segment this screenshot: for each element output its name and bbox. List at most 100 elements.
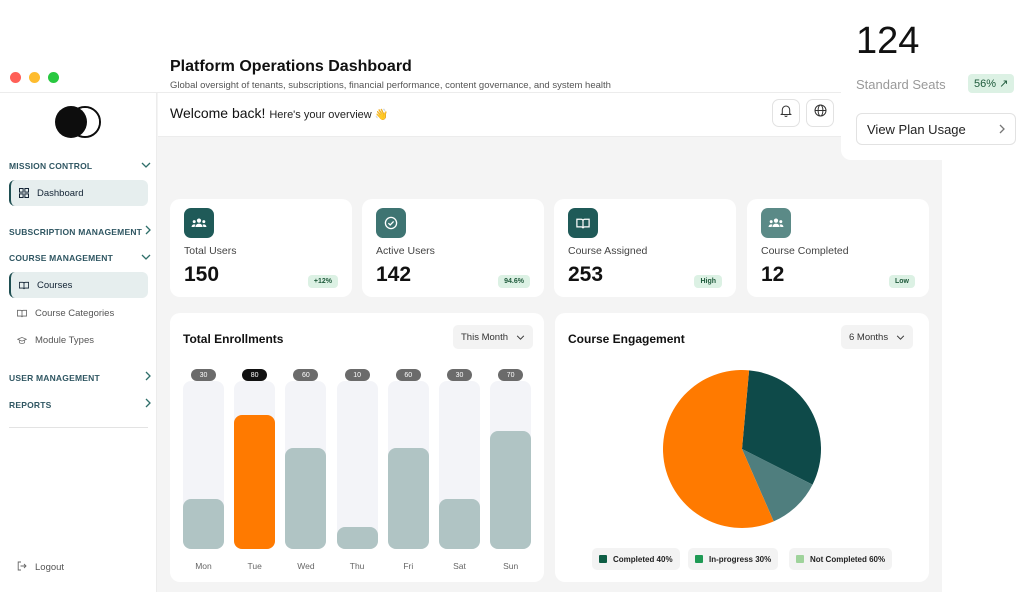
stat-value: 253 xyxy=(568,263,604,286)
minimize-window-button[interactable] xyxy=(29,72,40,83)
view-plan-usage-button[interactable]: View Plan Usage xyxy=(856,113,1016,145)
maximize-window-button[interactable] xyxy=(48,72,59,83)
stat-label: Total Users xyxy=(184,245,237,257)
engagement-pie-chart xyxy=(663,370,821,528)
chevron-down-icon xyxy=(141,160,151,171)
notifications-button[interactable] xyxy=(772,99,800,127)
chevron-right-icon xyxy=(145,371,151,384)
sidebar-section-subscription-management[interactable]: SUBSCRIPTION MANAGEMENT xyxy=(9,225,151,238)
bar-value-label: 30 xyxy=(447,369,472,381)
stat-badge: +12% xyxy=(307,275,338,288)
stat-value: 12 xyxy=(761,263,785,286)
close-window-button[interactable] xyxy=(10,72,21,83)
pie-slice-in-progress[interactable] xyxy=(742,449,813,522)
legend-item-completed: Completed 40% xyxy=(592,548,680,570)
bar-day-label: Mon xyxy=(195,561,212,571)
logo xyxy=(55,106,103,138)
stat-value: 150 xyxy=(184,263,220,286)
bar-value-label: 60 xyxy=(293,369,319,381)
language-button[interactable] xyxy=(806,99,834,127)
window-controls xyxy=(10,72,59,83)
sidebar-section-user-management[interactable]: USER MANAGEMENT xyxy=(9,371,151,384)
graduation-cap-icon xyxy=(17,335,27,345)
bar-day-label: Fri xyxy=(403,561,414,571)
chevron-right-icon xyxy=(145,225,151,238)
sidebar-section-reports[interactable]: REPORTS xyxy=(9,398,151,411)
book-icon xyxy=(19,280,29,290)
engagement-card: Course Engagement 6 Months Completed 40%… xyxy=(555,313,929,582)
welcome-message: Welcome back! Here's your overview 👋 xyxy=(170,105,389,121)
dashboard-icon xyxy=(19,188,29,198)
stat-label: Active Users xyxy=(376,245,435,257)
seat-change-badge: 56% ↗ xyxy=(968,74,1015,93)
chevron-right-icon xyxy=(999,122,1005,137)
logout-button[interactable]: Logout xyxy=(17,561,64,574)
sidebar-section-course-management[interactable]: COURSE MANAGEMENT xyxy=(9,252,151,263)
seats-popover: 124 Standard Seats 56% ↗ View Plan Usage xyxy=(841,0,1033,160)
bar-day-label: Sat xyxy=(453,561,466,571)
page-title: Platform Operations Dashboard xyxy=(170,58,412,75)
sidebar-section-mission-control[interactable]: MISSION CONTROL xyxy=(9,160,151,171)
sidebar-item-course-categories[interactable]: Course Categories xyxy=(9,300,148,326)
pie-slice-completed[interactable] xyxy=(742,370,821,485)
bar-value-label: 80 xyxy=(242,369,268,381)
stat-label: Course Completed xyxy=(761,245,849,257)
chevron-right-icon xyxy=(145,398,151,411)
enrollments-title: Total Enrollments xyxy=(183,332,284,346)
enrollments-card: Total Enrollments This Month 30 Mon 80 Tue 6… xyxy=(170,313,544,582)
stat-label: Course Assigned xyxy=(568,245,648,257)
stat-card-course-completed[interactable]: Course Completed 12 Low xyxy=(747,199,929,297)
bar-fri[interactable] xyxy=(387,448,429,549)
chevron-down-icon xyxy=(141,252,151,263)
legend-item-not-completed: Not Completed 60% xyxy=(789,548,893,570)
seat-count: 124 xyxy=(856,20,920,62)
bar-value-label: 60 xyxy=(395,369,421,381)
logout-icon xyxy=(17,561,27,574)
book-icon xyxy=(17,308,27,318)
bar-mon[interactable] xyxy=(183,498,224,549)
bar-wed[interactable] xyxy=(285,448,327,549)
top-header: Welcome back! Here's your overview 👋 xyxy=(158,93,942,137)
engagement-range-dropdown[interactable]: 6 Months xyxy=(841,325,914,349)
seat-label: Standard Seats xyxy=(856,77,946,92)
stat-badge: Low xyxy=(889,275,915,288)
stat-card-active-users[interactable]: Active Users 142 94.6% xyxy=(362,199,544,297)
stat-value: 142 xyxy=(376,263,412,286)
check-circle-icon xyxy=(376,208,406,238)
enrollments-range-dropdown[interactable]: This Month xyxy=(453,325,533,349)
stat-card-course-assigned[interactable]: Course Assigned 253 High xyxy=(554,199,736,297)
book-icon xyxy=(568,208,598,238)
sidebar-item-courses[interactable]: Courses xyxy=(9,272,148,298)
sidebar-divider xyxy=(9,427,148,428)
users-icon xyxy=(761,208,791,238)
bar-day-label: Thu xyxy=(349,561,365,571)
engagement-title: Course Engagement xyxy=(568,332,685,346)
bar-track xyxy=(336,381,378,549)
stat-card-total-users[interactable]: Total Users 150 +12% xyxy=(170,199,352,297)
stat-badge: High xyxy=(694,275,722,288)
legend-swatch xyxy=(599,555,607,563)
sidebar: MISSION CONTROL Dashboard SUBSCRIPTION M… xyxy=(0,93,157,592)
legend-swatch xyxy=(695,555,703,563)
pie-slice-not-completed[interactable] xyxy=(663,370,774,528)
bar-thu[interactable] xyxy=(336,527,378,549)
bar-sat[interactable] xyxy=(439,498,480,549)
bar-value-label: 30 xyxy=(191,369,216,381)
bar-value-label: 70 xyxy=(498,369,524,381)
legend-item-in-progress: In-progress 30% xyxy=(688,548,779,570)
chevron-down-icon xyxy=(516,332,525,343)
bar-day-label: Wed xyxy=(297,561,315,571)
bar-day-label: Sun xyxy=(503,561,519,571)
sidebar-item-module-types[interactable]: Module Types xyxy=(9,327,148,353)
stat-badge: 94.6% xyxy=(498,275,530,288)
chevron-down-icon xyxy=(896,332,905,343)
bar-tue[interactable] xyxy=(234,414,276,549)
bar-value-label: 10 xyxy=(344,369,370,381)
page-subtitle: Global oversight of tenants, subscriptio… xyxy=(170,80,611,91)
legend-swatch xyxy=(796,555,804,563)
bell-icon xyxy=(780,104,792,122)
bar-day-label: Tue xyxy=(247,561,262,571)
users-icon xyxy=(184,208,214,238)
sidebar-item-dashboard[interactable]: Dashboard xyxy=(9,180,148,206)
bar-sun[interactable] xyxy=(490,431,532,549)
